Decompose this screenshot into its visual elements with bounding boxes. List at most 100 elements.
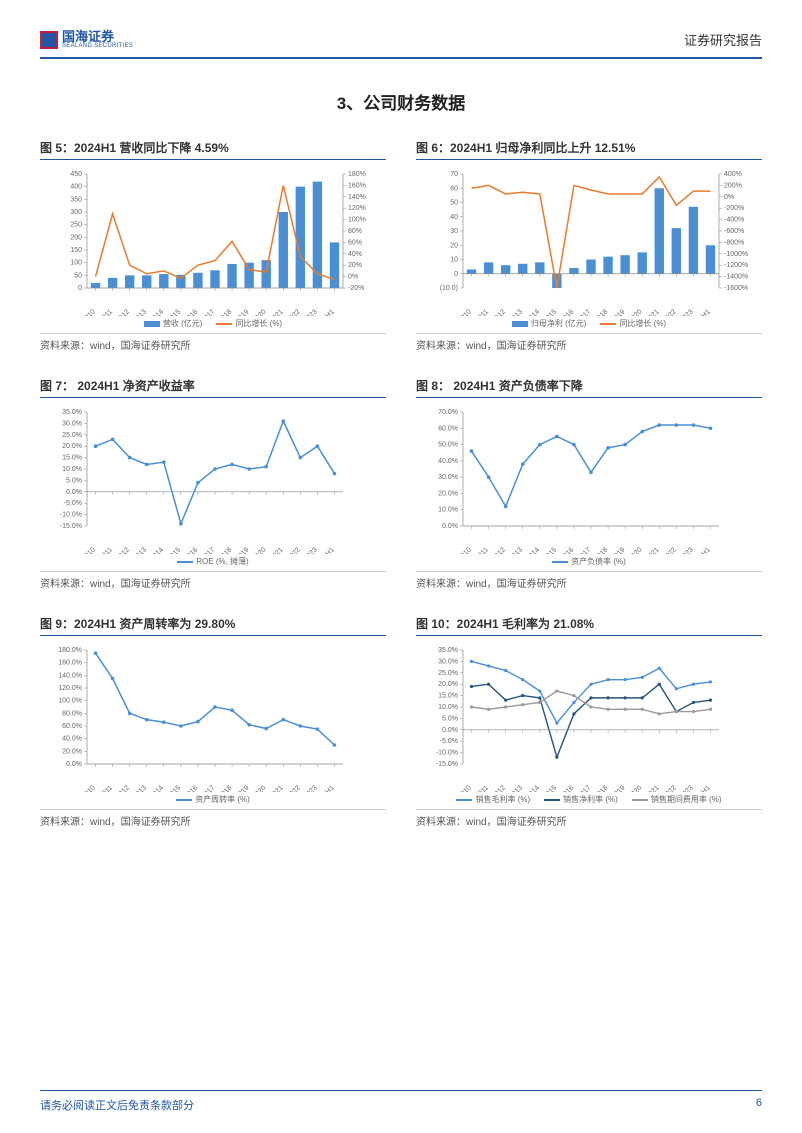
svg-text:2014: 2014 <box>525 784 541 792</box>
svg-text:-1200%: -1200% <box>724 262 748 269</box>
svg-text:2017: 2017 <box>200 308 216 316</box>
svg-text:2022: 2022 <box>662 308 678 316</box>
legend-label: 归母净利 (亿元) <box>531 318 587 329</box>
chart-5-title: 图 5：2024H1 营收同比下降 4.59% <box>40 139 386 160</box>
svg-text:120.0%: 120.0% <box>58 685 82 692</box>
svg-text:100: 100 <box>70 260 82 267</box>
svg-text:200: 200 <box>70 234 82 241</box>
svg-text:100.0%: 100.0% <box>58 698 82 705</box>
svg-text:2014: 2014 <box>149 546 165 554</box>
svg-text:2023: 2023 <box>303 784 319 792</box>
chart-5-legend: 营收 (亿元) 同比增长 (%) <box>40 318 386 329</box>
chart-8-title: 图 8： 2024H1 资产负债率下降 <box>416 377 762 398</box>
svg-text:2014: 2014 <box>525 546 541 554</box>
svg-text:10.0%: 10.0% <box>62 466 82 473</box>
svg-text:2020: 2020 <box>628 546 644 554</box>
chart-5: 图 5：2024H1 营收同比下降 4.59% 0501001502002503… <box>40 139 386 352</box>
svg-text:2021: 2021 <box>645 546 661 554</box>
footer-disclaimer: 请务必阅读正文后免责条款部分 <box>40 1097 194 1113</box>
svg-text:2012: 2012 <box>491 546 507 554</box>
svg-text:-600%: -600% <box>724 228 744 235</box>
legend-label: 营收 (亿元) <box>163 318 203 329</box>
svg-text:40%: 40% <box>348 251 362 258</box>
section-title: 3、公司财务数据 <box>40 89 762 114</box>
svg-text:2020: 2020 <box>628 308 644 316</box>
svg-text:0%: 0% <box>348 274 358 281</box>
chart-9: 图 9：2024H1 资产周转率为 29.80% 0.0%20.0%40.0%6… <box>40 615 386 828</box>
svg-text:2014: 2014 <box>149 308 165 316</box>
svg-text:2021: 2021 <box>269 784 285 792</box>
svg-text:60%: 60% <box>348 239 362 246</box>
chart-8-legend: 资产负债率 (%) <box>416 556 762 567</box>
svg-text:20.0%: 20.0% <box>438 490 458 497</box>
chart-10: 图 10：2024H1 毛利率为 21.08% -15.0%-10.0%-5.0… <box>416 615 762 828</box>
svg-text:2014: 2014 <box>525 308 541 316</box>
page-footer: 请务必阅读正文后免责条款部分 6 <box>40 1090 762 1113</box>
svg-text:-1600%: -1600% <box>724 285 748 292</box>
chart-6-title: 图 6：2024H1 归母净利同比上升 12.51% <box>416 139 762 160</box>
svg-text:80%: 80% <box>348 228 362 235</box>
svg-text:2019: 2019 <box>611 784 627 792</box>
svg-text:15.0%: 15.0% <box>62 455 82 462</box>
svg-text:2017: 2017 <box>576 784 592 792</box>
svg-text:50.0%: 50.0% <box>438 442 458 449</box>
svg-text:2012: 2012 <box>491 308 507 316</box>
svg-text:50: 50 <box>450 200 458 207</box>
svg-text:-800%: -800% <box>724 239 744 246</box>
svg-text:2023: 2023 <box>679 784 695 792</box>
svg-text:2015: 2015 <box>166 546 182 554</box>
chart-7: 图 7： 2024H1 净资产收益率 -15.0%-10.0%-5.0%0.0%… <box>40 377 386 590</box>
legend-label: 销售期间费用率 (%) <box>651 794 722 805</box>
chart-9-source: 资料来源：wind，国海证券研究所 <box>40 809 386 828</box>
svg-text:2018: 2018 <box>218 784 234 792</box>
svg-text:40: 40 <box>450 214 458 221</box>
svg-text:0.0%: 0.0% <box>442 727 458 734</box>
chart-10-canvas: -15.0%-10.0%-5.0%0.0%5.0%10.0%15.0%20.0%… <box>416 642 762 792</box>
svg-text:2010: 2010 <box>81 784 97 792</box>
svg-text:2023: 2023 <box>679 308 695 316</box>
svg-text:5.0%: 5.0% <box>442 715 458 722</box>
svg-text:2010: 2010 <box>457 308 473 316</box>
chart-10-title: 图 10：2024H1 毛利率为 21.08% <box>416 615 762 636</box>
svg-text:200%: 200% <box>724 182 742 189</box>
svg-text:2023: 2023 <box>303 546 319 554</box>
svg-text:60.0%: 60.0% <box>62 723 82 730</box>
svg-text:2019: 2019 <box>611 546 627 554</box>
svg-text:0.0%: 0.0% <box>66 489 82 496</box>
chart-7-title: 图 7： 2024H1 净资产收益率 <box>40 377 386 398</box>
svg-text:450: 450 <box>70 171 82 178</box>
svg-text:70.0%: 70.0% <box>438 409 458 416</box>
svg-text:2017: 2017 <box>576 546 592 554</box>
chart-6: 图 6：2024H1 归母净利同比上升 12.51% (10.0)0102030… <box>416 139 762 352</box>
svg-text:2018: 2018 <box>594 784 610 792</box>
svg-text:2010: 2010 <box>457 784 473 792</box>
chart-8: 图 8： 2024H1 资产负债率下降 0.0%10.0%20.0%30.0%4… <box>416 377 762 590</box>
svg-text:2016: 2016 <box>183 546 199 554</box>
legend-label: ROE (%, 摊薄) <box>196 556 248 567</box>
svg-text:2016: 2016 <box>559 546 575 554</box>
chart-6-source: 资料来源：wind，国海证券研究所 <box>416 333 762 352</box>
svg-text:2016: 2016 <box>559 784 575 792</box>
svg-text:2021: 2021 <box>269 546 285 554</box>
chart-10-legend: 销售毛利率 (%) 销售净利率 (%) 销售期间费用率 (%) <box>416 794 762 805</box>
svg-text:20.0%: 20.0% <box>62 443 82 450</box>
svg-text:2015: 2015 <box>542 784 558 792</box>
chart-5-source: 资料来源：wind，国海证券研究所 <box>40 333 386 352</box>
chart-9-title: 图 9：2024H1 资产周转率为 29.80% <box>40 615 386 636</box>
svg-text:10.0%: 10.0% <box>438 704 458 711</box>
svg-text:35.0%: 35.0% <box>62 409 82 416</box>
svg-text:-400%: -400% <box>724 217 744 224</box>
page-header: 国海证券 SEALAND SECURITIES 证券研究报告 <box>40 30 762 59</box>
svg-text:-10.0%: -10.0% <box>60 512 82 519</box>
svg-text:80.0%: 80.0% <box>62 710 82 717</box>
svg-text:2013: 2013 <box>508 784 524 792</box>
svg-text:2017: 2017 <box>200 784 216 792</box>
charts-grid: 图 5：2024H1 营收同比下降 4.59% 0501001502002503… <box>40 139 762 828</box>
svg-text:160.0%: 160.0% <box>58 660 82 667</box>
svg-text:2011: 2011 <box>98 308 114 316</box>
svg-text:30.0%: 30.0% <box>438 474 458 481</box>
legend-label: 同比增长 (%) <box>235 318 282 329</box>
svg-text:70: 70 <box>450 171 458 178</box>
chart-9-legend: 资产周转率 (%) <box>40 794 386 805</box>
svg-text:2019: 2019 <box>611 308 627 316</box>
